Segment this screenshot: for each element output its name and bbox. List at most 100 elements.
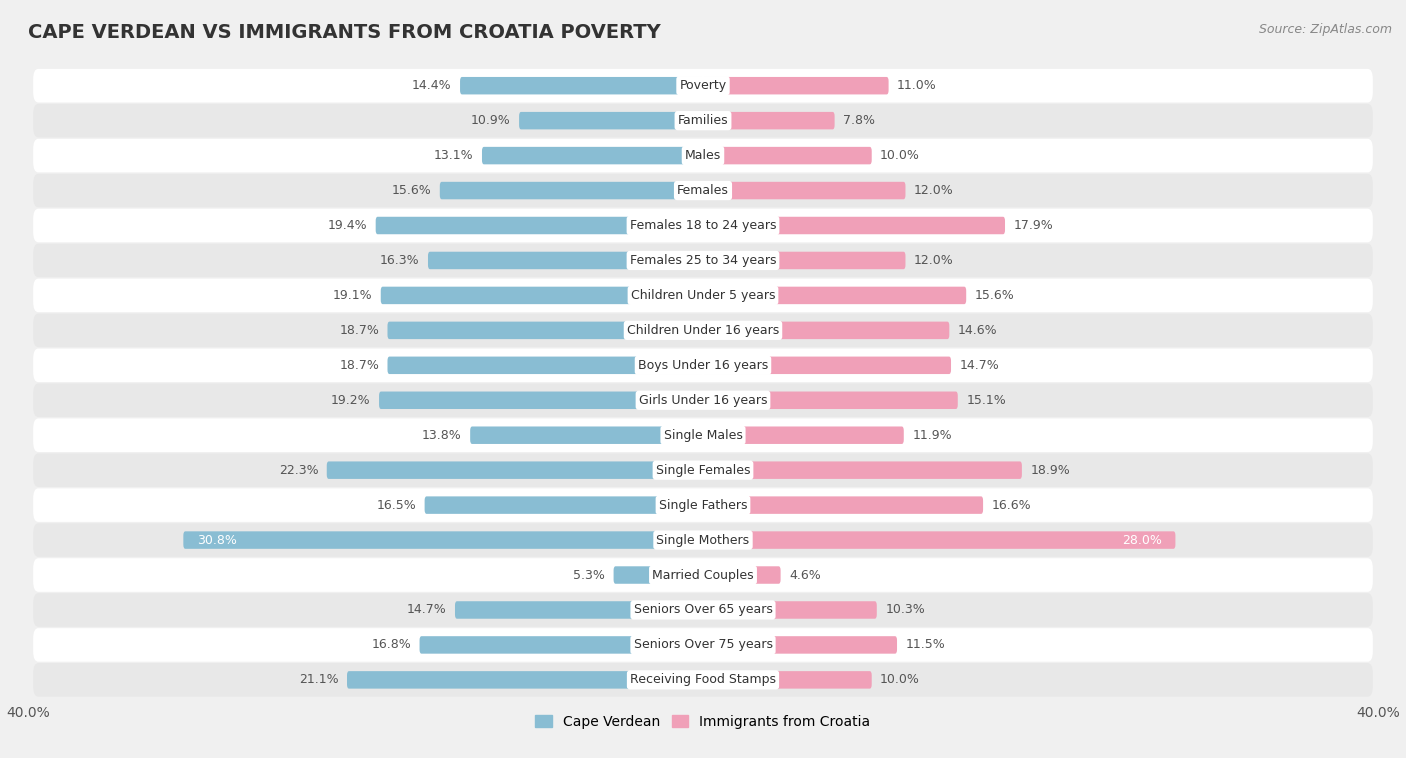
Text: 12.0%: 12.0% [914, 184, 953, 197]
FancyBboxPatch shape [34, 174, 1372, 208]
Text: 18.7%: 18.7% [339, 324, 380, 337]
Text: Girls Under 16 years: Girls Under 16 years [638, 393, 768, 407]
Text: 17.9%: 17.9% [1014, 219, 1053, 232]
Text: Males: Males [685, 149, 721, 162]
Text: 12.0%: 12.0% [914, 254, 953, 267]
FancyBboxPatch shape [703, 462, 1022, 479]
Text: CAPE VERDEAN VS IMMIGRANTS FROM CROATIA POVERTY: CAPE VERDEAN VS IMMIGRANTS FROM CROATIA … [28, 23, 661, 42]
FancyBboxPatch shape [34, 453, 1372, 487]
FancyBboxPatch shape [703, 182, 905, 199]
Text: 7.8%: 7.8% [844, 114, 875, 127]
Text: Females: Females [678, 184, 728, 197]
FancyBboxPatch shape [34, 243, 1372, 277]
FancyBboxPatch shape [34, 208, 1372, 243]
FancyBboxPatch shape [380, 392, 703, 409]
FancyBboxPatch shape [482, 147, 703, 164]
Text: Children Under 5 years: Children Under 5 years [631, 289, 775, 302]
Text: Families: Families [678, 114, 728, 127]
FancyBboxPatch shape [34, 69, 1372, 102]
FancyBboxPatch shape [703, 671, 872, 688]
FancyBboxPatch shape [34, 628, 1372, 662]
Text: 16.3%: 16.3% [380, 254, 419, 267]
Text: 28.0%: 28.0% [1122, 534, 1161, 547]
Text: Children Under 16 years: Children Under 16 years [627, 324, 779, 337]
Text: 10.9%: 10.9% [471, 114, 510, 127]
Text: 14.6%: 14.6% [957, 324, 997, 337]
Text: 18.7%: 18.7% [339, 359, 380, 372]
FancyBboxPatch shape [703, 287, 966, 304]
FancyBboxPatch shape [34, 104, 1372, 137]
Text: Source: ZipAtlas.com: Source: ZipAtlas.com [1258, 23, 1392, 36]
FancyBboxPatch shape [703, 356, 950, 374]
FancyBboxPatch shape [440, 182, 703, 199]
FancyBboxPatch shape [34, 279, 1372, 312]
Text: 15.6%: 15.6% [392, 184, 432, 197]
Text: 14.4%: 14.4% [412, 79, 451, 92]
FancyBboxPatch shape [703, 636, 897, 653]
FancyBboxPatch shape [703, 77, 889, 95]
FancyBboxPatch shape [388, 356, 703, 374]
FancyBboxPatch shape [34, 314, 1372, 347]
FancyBboxPatch shape [703, 217, 1005, 234]
Text: Females 25 to 34 years: Females 25 to 34 years [630, 254, 776, 267]
FancyBboxPatch shape [183, 531, 703, 549]
Text: 5.3%: 5.3% [574, 568, 605, 581]
Legend: Cape Verdean, Immigrants from Croatia: Cape Verdean, Immigrants from Croatia [530, 709, 876, 735]
FancyBboxPatch shape [34, 594, 1372, 627]
FancyBboxPatch shape [703, 531, 1175, 549]
FancyBboxPatch shape [34, 663, 1372, 697]
Text: Receiving Food Stamps: Receiving Food Stamps [630, 673, 776, 687]
FancyBboxPatch shape [703, 392, 957, 409]
FancyBboxPatch shape [34, 349, 1372, 382]
FancyBboxPatch shape [347, 671, 703, 688]
FancyBboxPatch shape [375, 217, 703, 234]
Text: 11.0%: 11.0% [897, 79, 936, 92]
FancyBboxPatch shape [326, 462, 703, 479]
FancyBboxPatch shape [427, 252, 703, 269]
FancyBboxPatch shape [419, 636, 703, 653]
FancyBboxPatch shape [34, 488, 1372, 522]
FancyBboxPatch shape [703, 147, 872, 164]
FancyBboxPatch shape [470, 427, 703, 444]
Text: 10.0%: 10.0% [880, 673, 920, 687]
Text: 14.7%: 14.7% [406, 603, 447, 616]
FancyBboxPatch shape [425, 496, 703, 514]
Text: 11.5%: 11.5% [905, 638, 945, 651]
FancyBboxPatch shape [460, 77, 703, 95]
FancyBboxPatch shape [34, 139, 1372, 172]
FancyBboxPatch shape [34, 558, 1372, 592]
Text: 19.2%: 19.2% [330, 393, 371, 407]
FancyBboxPatch shape [34, 384, 1372, 417]
Text: 15.6%: 15.6% [974, 289, 1014, 302]
FancyBboxPatch shape [34, 418, 1372, 452]
Text: Single Females: Single Females [655, 464, 751, 477]
Text: 13.8%: 13.8% [422, 429, 461, 442]
FancyBboxPatch shape [703, 427, 904, 444]
FancyBboxPatch shape [703, 496, 983, 514]
Text: Boys Under 16 years: Boys Under 16 years [638, 359, 768, 372]
Text: 30.8%: 30.8% [197, 534, 236, 547]
Text: Single Fathers: Single Fathers [659, 499, 747, 512]
Text: 11.9%: 11.9% [912, 429, 952, 442]
Text: Single Males: Single Males [664, 429, 742, 442]
FancyBboxPatch shape [519, 112, 703, 130]
FancyBboxPatch shape [703, 321, 949, 339]
Text: Seniors Over 65 years: Seniors Over 65 years [634, 603, 772, 616]
Text: Females 18 to 24 years: Females 18 to 24 years [630, 219, 776, 232]
FancyBboxPatch shape [381, 287, 703, 304]
Text: 10.3%: 10.3% [886, 603, 925, 616]
Text: 18.9%: 18.9% [1031, 464, 1070, 477]
Text: 15.1%: 15.1% [966, 393, 1005, 407]
FancyBboxPatch shape [613, 566, 703, 584]
FancyBboxPatch shape [34, 523, 1372, 557]
FancyBboxPatch shape [703, 601, 877, 619]
FancyBboxPatch shape [703, 112, 835, 130]
Text: Poverty: Poverty [679, 79, 727, 92]
Text: 4.6%: 4.6% [789, 568, 821, 581]
FancyBboxPatch shape [703, 252, 905, 269]
FancyBboxPatch shape [456, 601, 703, 619]
Text: 22.3%: 22.3% [278, 464, 318, 477]
Text: Seniors Over 75 years: Seniors Over 75 years [634, 638, 772, 651]
Text: 16.5%: 16.5% [377, 499, 416, 512]
Text: 16.6%: 16.6% [991, 499, 1031, 512]
